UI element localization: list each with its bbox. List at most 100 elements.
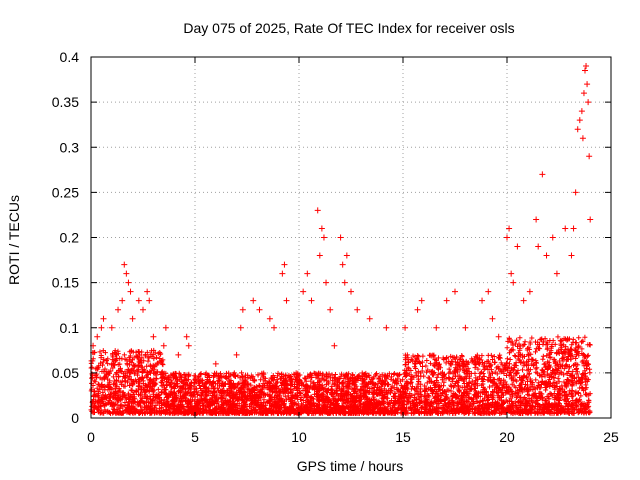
background-point	[508, 366, 514, 372]
background-point	[521, 387, 527, 393]
background-point	[543, 398, 549, 403]
background-point	[527, 367, 533, 373]
background-point	[425, 375, 431, 381]
background-point	[515, 356, 521, 362]
background-point	[452, 410, 458, 416]
background-point	[105, 356, 111, 362]
background-point	[448, 388, 454, 394]
background-point	[400, 377, 406, 383]
background-point	[153, 410, 159, 416]
background-point	[145, 399, 151, 405]
background-point	[405, 365, 411, 371]
background-point	[439, 369, 445, 375]
background-point	[492, 410, 498, 416]
background-point	[399, 395, 405, 401]
background-point	[497, 352, 503, 358]
background-point	[136, 349, 142, 355]
background-point	[413, 366, 419, 372]
background-point	[543, 387, 549, 393]
background-point	[467, 373, 473, 379]
background-point	[133, 389, 139, 395]
background-point	[433, 390, 439, 396]
background-point	[561, 389, 567, 395]
background-point	[98, 353, 104, 359]
background-point	[579, 359, 585, 365]
background-point	[443, 356, 449, 362]
background-point	[110, 381, 116, 387]
background-point	[419, 364, 425, 370]
background-point	[391, 385, 397, 391]
background-point	[141, 400, 147, 406]
background-point	[446, 358, 452, 364]
background-point	[130, 362, 136, 368]
background-point	[408, 368, 414, 374]
background-point	[544, 353, 550, 359]
background-point	[584, 358, 590, 364]
background-point	[537, 394, 543, 400]
background-point	[494, 371, 500, 377]
background-point	[453, 373, 459, 379]
background-point	[488, 367, 494, 373]
background-point	[448, 362, 454, 368]
background-point	[529, 335, 535, 341]
background-point	[320, 393, 326, 399]
background-point	[482, 386, 488, 392]
background-point	[568, 347, 574, 353]
background-point	[555, 334, 561, 340]
background-point	[218, 396, 224, 402]
background-point	[563, 336, 569, 342]
background-point	[204, 393, 210, 399]
background-point	[415, 373, 421, 379]
background-point	[152, 380, 158, 386]
background-point	[515, 367, 521, 373]
background-point	[267, 392, 273, 398]
background-point	[115, 361, 121, 367]
background-point	[160, 362, 166, 368]
background-point	[260, 381, 266, 387]
background-point	[420, 353, 426, 359]
background-point	[151, 405, 157, 411]
background-point	[443, 392, 449, 398]
background-point	[538, 385, 544, 391]
background-point	[532, 386, 538, 392]
background-point	[556, 347, 562, 353]
background-point	[166, 404, 172, 410]
background-point	[309, 403, 315, 409]
background-point	[520, 367, 525, 373]
background-point	[490, 357, 496, 363]
background-point	[511, 367, 517, 373]
background-point	[464, 368, 470, 374]
background-point	[556, 392, 562, 398]
background-point	[236, 401, 242, 407]
background-point	[300, 402, 306, 408]
background-point	[341, 375, 347, 381]
background-point	[565, 396, 571, 402]
background-point	[418, 386, 424, 392]
background-point	[182, 375, 188, 381]
background-point	[529, 356, 535, 362]
background-point	[529, 357, 535, 363]
background-point	[106, 400, 112, 406]
background-point	[462, 390, 468, 396]
background-point	[191, 383, 197, 389]
background-point	[534, 409, 540, 415]
background-point	[415, 353, 421, 359]
background-point	[494, 400, 500, 406]
background-point	[354, 375, 360, 381]
background-point	[468, 396, 474, 402]
background-point	[390, 403, 396, 409]
background-point	[437, 386, 443, 392]
background-point	[129, 382, 135, 388]
background-point	[577, 402, 583, 408]
background-point	[139, 395, 145, 401]
background-point	[534, 365, 540, 371]
background-point	[581, 388, 587, 394]
background-point	[123, 373, 129, 379]
background-point	[506, 335, 512, 341]
background-point	[517, 335, 523, 341]
background-point	[573, 397, 579, 403]
background-point	[323, 381, 329, 387]
background-point	[521, 403, 527, 409]
background-point	[385, 404, 391, 410]
